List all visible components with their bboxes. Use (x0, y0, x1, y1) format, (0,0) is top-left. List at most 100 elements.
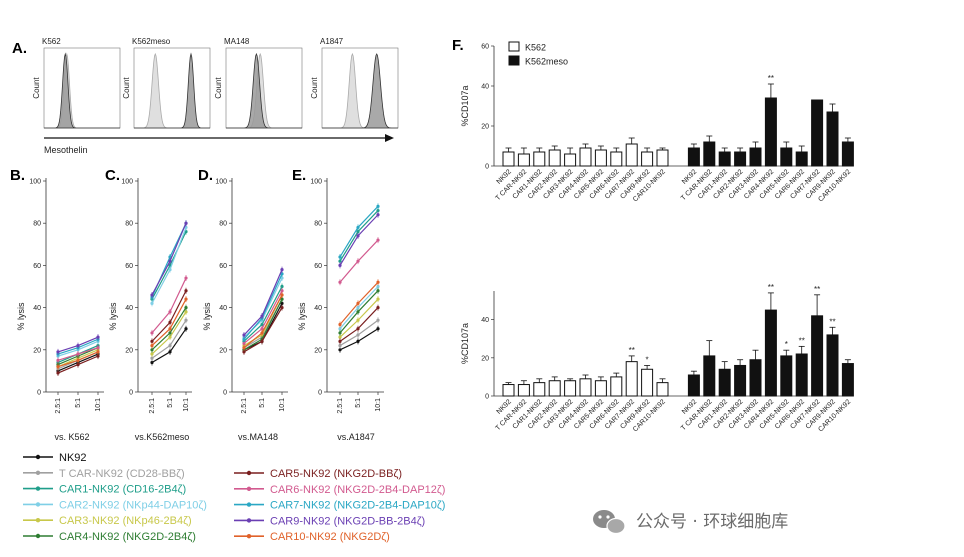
data-point (56, 371, 60, 375)
legend-label: K562meso (525, 57, 568, 67)
series-9 (338, 211, 380, 269)
data-point (356, 230, 360, 234)
series-6 (242, 304, 284, 355)
data-point (242, 346, 246, 350)
legend-item: CAR9-NK92 (NKG2D-BB-2B4ζ) (234, 515, 425, 527)
x-tick-label: 10:1 (95, 398, 102, 412)
legend-label: CAR6-NK92 (NKG2D-2B4-DAP12ζ) (270, 484, 445, 496)
data-point (260, 322, 264, 327)
data-point (96, 346, 100, 350)
legend-label: CAR7-NK92 (NKG2D-2B4-DAP10ζ) (270, 500, 445, 512)
bar (656, 149, 669, 167)
legend-marker (35, 518, 41, 523)
legend-item: CAR6-NK92 (NKG2D-2B4-DAP12ζ) (234, 484, 445, 496)
series-5 (338, 287, 380, 336)
data-point (280, 276, 284, 280)
data-point (338, 335, 342, 339)
y-tick-label: 60 (219, 263, 227, 270)
histogram-0: K562 Count (32, 37, 121, 129)
data-point (168, 320, 172, 324)
bar (564, 153, 577, 167)
data-point (356, 310, 360, 314)
bar (780, 355, 793, 397)
cell-line-label: K562 (42, 37, 61, 46)
x-tick-label: 5:1 (355, 398, 362, 408)
series-1 (150, 317, 188, 362)
lysis-line-charts: B. 0 20 40 60 80 100 2.5:1 5:1 10:1 % lysis vs. K56… (10, 167, 384, 442)
data-point (338, 255, 342, 259)
data-point (56, 350, 60, 354)
bar (826, 111, 839, 167)
legend-marker (246, 470, 252, 476)
legend-swatch (508, 55, 520, 66)
legend-marker (35, 533, 41, 539)
y-tick-label: 20 (33, 347, 41, 354)
data-point (168, 350, 172, 354)
data-point (376, 289, 380, 293)
series-1 (338, 317, 380, 349)
series-7 (56, 344, 100, 364)
data-point (338, 331, 342, 335)
data-point (280, 289, 284, 293)
series-6 (56, 353, 100, 377)
data-point (96, 350, 100, 354)
bar (579, 147, 592, 167)
x-tick-label: 10:1 (375, 398, 382, 412)
x-tick-label: 2.5:1 (241, 398, 248, 414)
bar (749, 147, 762, 167)
y-tick-label: 100 (310, 179, 322, 186)
histogram-frame (43, 47, 121, 129)
bar (734, 364, 747, 397)
series-10 (150, 296, 188, 349)
histogram-1: K562meso Count (122, 37, 211, 129)
x-axis-label: vs.A1847 (337, 432, 375, 442)
x-axis-label: vs.MA148 (238, 432, 278, 442)
x-tick-label: 10:1 (279, 398, 286, 412)
panel-letter: F. (452, 37, 464, 54)
data-point (356, 333, 360, 337)
x-axis-label: vs.K562meso (135, 432, 190, 442)
data-point (184, 276, 188, 280)
legend-marker (35, 470, 41, 475)
data-point (356, 306, 360, 310)
panel-letter: E. (292, 167, 306, 184)
data-point (76, 358, 80, 362)
x-tick-label: 5:1 (167, 398, 174, 408)
data-point (168, 310, 172, 314)
bar (826, 334, 839, 397)
bar (795, 353, 808, 397)
data-point (150, 343, 154, 348)
series-0 (338, 325, 380, 353)
data-point (356, 259, 360, 263)
data-point (356, 339, 360, 343)
y-tick-label: 80 (125, 221, 133, 228)
y-tick-label: 100 (29, 179, 41, 186)
data-point (376, 204, 380, 208)
data-point (184, 327, 188, 331)
panel-letter: B. (10, 167, 25, 184)
data-point (168, 259, 172, 263)
legend-label: CAR10-NK92 (NKG2Dζ) (270, 531, 390, 543)
line-chart-e: E. 0 20 40 60 80 100 2.5:1 5:1 10:1 % lysis vs.A184… (292, 167, 384, 442)
data-point (168, 335, 172, 339)
y-tick-label: 40 (481, 317, 489, 324)
x-tick-label: 2.5:1 (55, 398, 62, 414)
bar (625, 143, 638, 167)
bar-group: NK92 (681, 370, 700, 416)
data-point (280, 293, 284, 297)
legend-item: T CAR-NK92 (CD28-BBζ) (23, 468, 185, 480)
mesothelin-label: Mesothelin (44, 145, 88, 155)
y-tick-label: 20 (314, 347, 322, 354)
panel-letter: C. (105, 167, 120, 184)
series-5 (150, 304, 188, 353)
panel-a-letter: A. (12, 40, 27, 57)
bar (533, 382, 546, 397)
legend-item: NK92 (23, 452, 87, 464)
bar (502, 151, 515, 167)
wechat-icon (593, 510, 626, 535)
data-point (356, 234, 360, 238)
data-point (280, 297, 284, 301)
count-label: Count (214, 77, 223, 99)
